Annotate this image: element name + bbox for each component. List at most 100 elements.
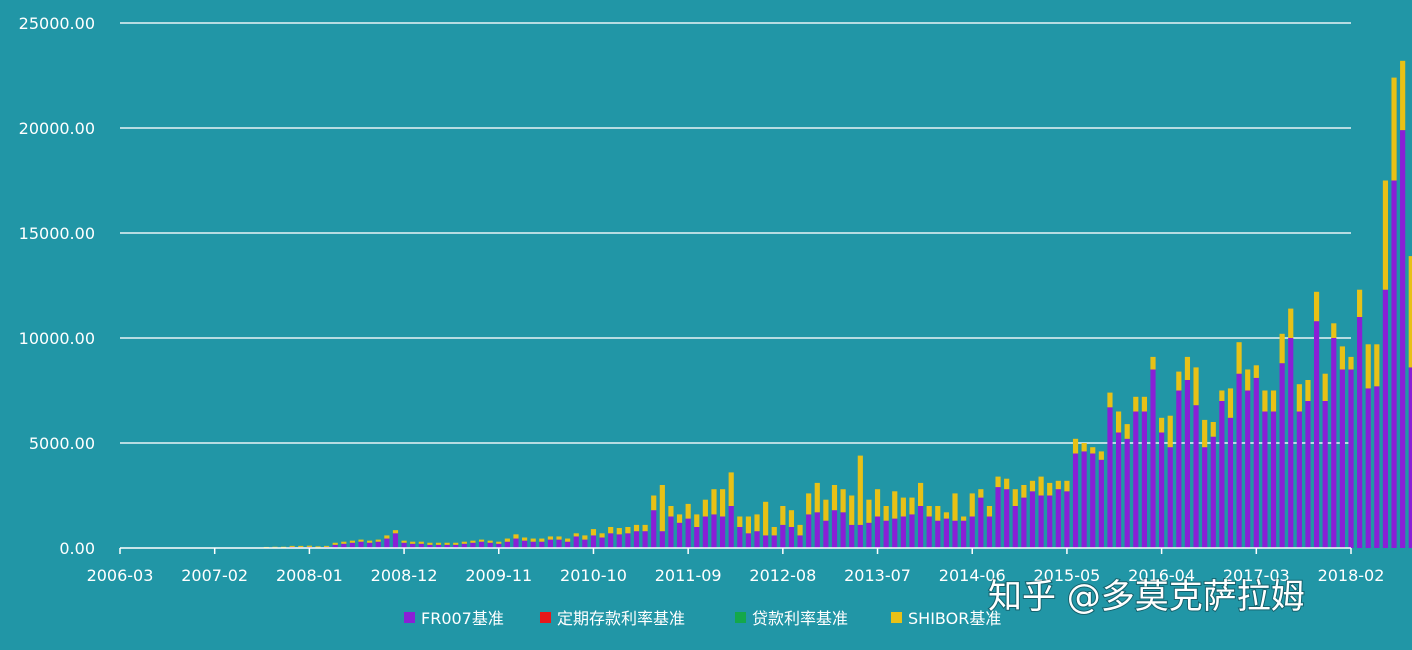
bar-segment <box>1064 480 1070 492</box>
bar-segment <box>565 538 571 542</box>
bar-segment <box>797 524 803 536</box>
bar-segment <box>874 489 881 517</box>
watermark-text: 知乎 @多莫克萨拉姆 <box>988 577 1305 617</box>
bar-segment <box>410 541 416 544</box>
x-tick-label: 2015-05 <box>1033 566 1100 585</box>
bar-segment <box>461 543 467 548</box>
bar-segment <box>530 541 536 548</box>
bar-segment <box>737 516 743 527</box>
y-tick-label: 25000.00 <box>19 14 95 33</box>
bar-segment <box>1253 377 1259 548</box>
bar-segment <box>857 524 863 548</box>
bar-segment <box>1348 356 1354 370</box>
bar-segment <box>978 497 984 548</box>
bars <box>263 60 1412 548</box>
bar-segment <box>1004 489 1010 548</box>
grid-lines <box>120 22 1351 444</box>
bar-segment <box>444 542 450 545</box>
y-tick-label: 0.00 <box>59 539 95 558</box>
bar-segment <box>608 527 614 534</box>
bar-segment <box>1176 371 1182 391</box>
bar-segment <box>1150 356 1156 370</box>
legend-swatch <box>735 612 746 623</box>
x-tick-label: 2017-03 <box>1223 566 1290 585</box>
bar-segment <box>582 539 588 548</box>
bar-segment <box>444 544 450 548</box>
bar-segment <box>590 535 597 548</box>
bar-segment <box>1202 419 1208 448</box>
bar-segment <box>599 533 605 538</box>
bar-segment <box>1159 417 1165 433</box>
bar-segment <box>392 533 399 548</box>
bar-segment <box>780 506 786 525</box>
bar-segment <box>849 495 855 525</box>
bar-segment <box>737 527 743 548</box>
bar-segment <box>1305 401 1311 548</box>
legend-swatch <box>891 612 902 623</box>
bar-segment <box>831 510 838 548</box>
bar-segment <box>1331 338 1337 548</box>
bar-segment <box>978 489 984 498</box>
bar-segment <box>1133 411 1139 548</box>
bar-segment <box>1193 367 1199 406</box>
bar-segment <box>435 542 442 545</box>
x-tick-label: 2016-04 <box>1128 566 1195 585</box>
bar-segment <box>341 541 347 544</box>
bar-segment <box>1400 130 1406 548</box>
bar-segment <box>883 506 889 521</box>
legend-label: FR007基准 <box>421 609 504 628</box>
legend-label: 贷款利率基准 <box>752 609 848 628</box>
bar-segment <box>1072 438 1079 454</box>
bar-segment <box>1382 180 1389 290</box>
bar-segment <box>349 542 356 548</box>
bar-segment <box>900 497 906 517</box>
x-tick-label: 2012-08 <box>749 566 816 585</box>
bar-segment <box>470 540 476 543</box>
x-tick-label: 2010-10 <box>560 566 627 585</box>
bar-segment <box>1184 380 1191 548</box>
x-tick-label: 2011-09 <box>655 566 722 585</box>
bar-segment <box>556 536 562 540</box>
bar-segment <box>573 536 579 548</box>
bar-segment <box>478 541 485 548</box>
bar-segment <box>788 527 795 548</box>
bar-segment <box>745 516 751 534</box>
bar-segment <box>418 541 424 544</box>
bar-segment <box>1098 459 1104 548</box>
bar-segment <box>874 516 881 548</box>
bar-segment <box>565 541 571 548</box>
bar-segment <box>806 493 812 515</box>
bar-segment <box>728 506 734 548</box>
bar-segment <box>857 455 863 525</box>
bar-segment <box>1262 390 1268 412</box>
bar-segment <box>935 506 941 521</box>
bar-segment <box>427 542 433 545</box>
bar-segment <box>435 544 442 548</box>
bar-segment <box>1279 333 1285 364</box>
bar-segment <box>349 540 356 543</box>
bar-segment <box>943 518 949 548</box>
bar-segment <box>1236 342 1242 374</box>
bar-segment <box>1270 390 1277 412</box>
bar-segment <box>375 539 381 542</box>
bar-segment <box>487 542 493 548</box>
bar-segment <box>1408 256 1412 368</box>
bar-segment <box>1296 411 1302 548</box>
bar-segment <box>995 487 1001 548</box>
bar-segment <box>332 542 338 545</box>
bar-segment <box>1296 384 1302 412</box>
bar-segment <box>1184 356 1191 380</box>
bar-segment <box>909 497 915 515</box>
bar-segment <box>1245 390 1251 548</box>
bar-segment <box>504 541 510 548</box>
bar-segment <box>1115 432 1122 548</box>
bar-segment <box>1227 417 1234 548</box>
bar-segment <box>1210 436 1216 548</box>
bar-segment <box>1210 422 1216 437</box>
bar-segment <box>332 544 338 548</box>
bar-segment <box>1124 424 1130 439</box>
bar-segment <box>797 535 803 548</box>
bar-segment <box>1374 344 1380 387</box>
bar-segment <box>280 546 287 548</box>
